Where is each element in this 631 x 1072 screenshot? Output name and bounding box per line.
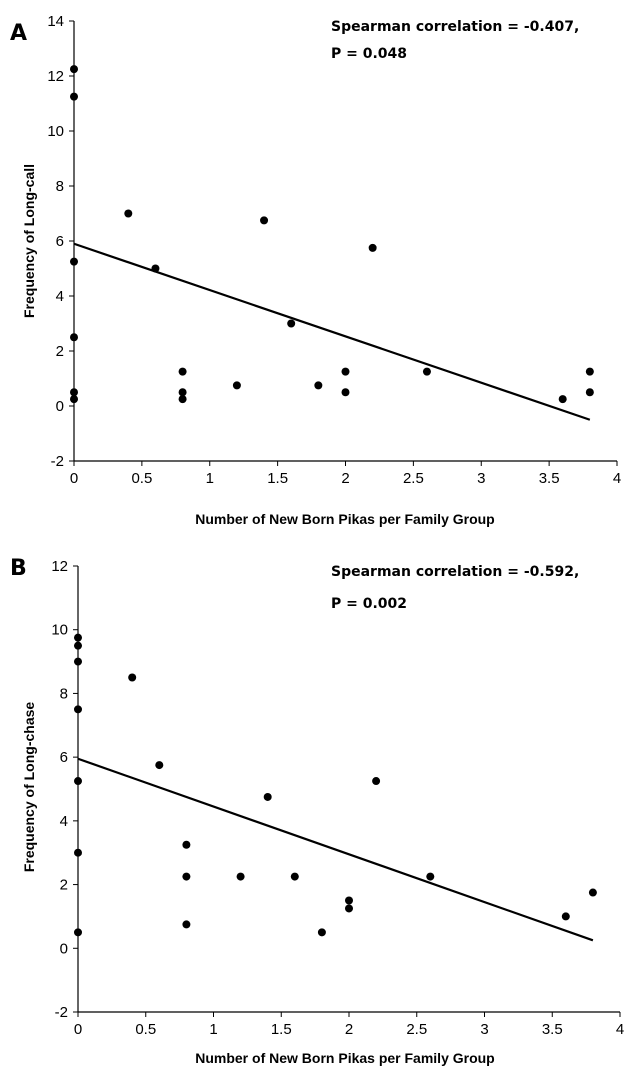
panel-a-data-point: [178, 388, 187, 397]
panel-b-plot-area: 0 0.5 1 1.5 2 2.5 3 3.5 4 -2 0 2 4 6 8 10 12: [51, 558, 624, 1038]
panel-a-trend-line: [73, 242, 591, 421]
panel-b-x-tick-label: 2.5: [406, 1021, 427, 1038]
panel-b-data-point: [182, 872, 191, 881]
panel-b-y-axis-label: Frequency of Long-chase: [21, 702, 37, 873]
panel-b-data-point: [155, 761, 164, 770]
panel-a-data-point: [151, 264, 160, 273]
panel-a-x-tick-label: 3: [477, 470, 485, 487]
panel-a-data-point: [341, 367, 350, 376]
panel-a-data-point: [178, 367, 187, 376]
panel-a-data-point: [585, 367, 594, 376]
panel-a-data-point: [178, 395, 187, 404]
panel-a-data-point: [422, 367, 431, 376]
panel-b-y-tick-label: 0: [60, 940, 68, 957]
panel-a-y-tick-label: 0: [56, 398, 64, 415]
panel-a: A Spearman correlation = -0.407, P = 0.0…: [10, 13, 621, 527]
panel-b: B Spearman correlation = -0.592, P = 0.0…: [10, 556, 624, 1066]
panel-a-data-point: [558, 395, 567, 404]
panel-b-trend-line: [77, 757, 594, 942]
panel-b-data-point: [74, 848, 82, 857]
panel-a-x-tick-label: 0: [70, 470, 78, 487]
panel-a-data-point: [70, 333, 78, 342]
panel-a-x-tick-label: 2: [341, 470, 349, 487]
panel-b-correlation-text: Spearman correlation = -0.592,: [331, 564, 579, 580]
panel-b-x-tick-label: 3: [480, 1021, 488, 1038]
panel-b-data-point: [290, 872, 299, 881]
panel-b-data-point: [345, 896, 353, 905]
panel-a-x-tick-label: 0.5: [131, 470, 152, 487]
panel-a-y-tick-label: 10: [47, 123, 64, 140]
panel-b-p-value-text: P = 0.002: [331, 596, 407, 612]
panel-a-data-point: [124, 209, 133, 218]
panel-b-y-tick-label: -2: [55, 1004, 68, 1021]
panel-b-data-point: [74, 641, 82, 650]
panel-b-data-point: [317, 928, 326, 937]
panel-b-y-tick-label: 6: [60, 749, 68, 766]
panel-a-letter: A: [10, 21, 27, 46]
panel-a-y-tick-label: 8: [56, 178, 64, 195]
panel-b-y-tick-label: 10: [51, 622, 68, 639]
panel-a-data-point: [260, 216, 269, 225]
panel-b-data-point: [372, 777, 381, 786]
panel-a-data-point: [287, 319, 296, 328]
panel-b-x-tick-label: 4: [616, 1021, 624, 1038]
panel-a-correlation-text: Spearman correlation = -0.407,: [331, 19, 579, 35]
panel-a-data-point: [70, 395, 78, 404]
panel-a-x-tick-label: 2.5: [403, 470, 424, 487]
panel-a-x-axis-label: Number of New Born Pikas per Family Grou…: [195, 511, 495, 527]
panel-b-data-point: [426, 872, 435, 881]
panel-b-data-point: [263, 792, 272, 801]
panel-a-y-tick-label: 4: [56, 288, 64, 305]
panel-b-y-tick-label: 4: [60, 813, 68, 830]
panel-a-data-point: [70, 388, 78, 397]
panel-b-data-point: [345, 904, 353, 913]
panel-b-data-point: [236, 872, 245, 881]
panel-a-plot-area: 0 0.5 1 1.5 2 2.5 3 3.5 4 -2 0 2 4 6 8 10 12 14: [47, 13, 621, 487]
panel-b-y-tick-label: 12: [51, 558, 68, 575]
panel-a-data-point: [70, 92, 78, 101]
panel-a-data-point: [232, 381, 241, 390]
panel-a-data-point: [368, 243, 377, 252]
panel-a-p-value-text: P = 0.048: [331, 46, 407, 62]
panel-a-y-tick-label: -2: [51, 453, 64, 470]
panel-b-data-point: [74, 657, 82, 666]
panel-b-letter: B: [10, 556, 27, 581]
panel-a-x-tick-label: 4: [613, 470, 621, 487]
panel-a-data-point: [341, 388, 350, 397]
panel-b-data-point: [182, 920, 191, 929]
panel-a-data-point: [314, 381, 323, 390]
panel-a-y-tick-label: 12: [47, 68, 64, 85]
panel-a-x-tick-label: 1.5: [267, 470, 288, 487]
panel-a-y-tick-label: 2: [56, 343, 64, 360]
panel-b-data-point: [74, 633, 82, 642]
panel-b-x-tick-label: 1: [209, 1021, 217, 1038]
panel-b-data-point: [74, 777, 82, 786]
panel-a-x-tick-label: 1: [206, 470, 214, 487]
panel-b-data-point: [588, 888, 597, 897]
panel-a-y-tick-label: 6: [56, 233, 64, 250]
panel-b-data-point: [561, 912, 570, 921]
panel-b-x-axis-label: Number of New Born Pikas per Family Grou…: [195, 1050, 495, 1066]
panel-b-x-tick-label: 0: [74, 1021, 82, 1038]
panel-b-y-tick-label: 2: [60, 877, 68, 894]
panel-b-x-tick-label: 1.5: [271, 1021, 292, 1038]
panel-b-data-point: [182, 840, 191, 849]
panel-a-y-tick-label: 14: [47, 13, 64, 30]
panel-b-data-point: [74, 705, 82, 714]
panel-b-data-point: [128, 673, 137, 682]
panel-a-data-point: [585, 388, 594, 397]
panel-b-y-tick-label: 8: [60, 685, 68, 702]
panel-a-x-tick-label: 3.5: [539, 470, 560, 487]
panel-a-y-axis-label: Frequency of Long-call: [21, 164, 37, 318]
panel-b-x-tick-label: 3.5: [542, 1021, 563, 1038]
panel-a-data-point: [70, 257, 78, 266]
panel-b-x-tick-label: 2: [345, 1021, 353, 1038]
panel-a-data-point: [70, 65, 78, 74]
panel-b-data-point: [74, 928, 82, 937]
panel-b-x-tick-label: 0.5: [135, 1021, 156, 1038]
